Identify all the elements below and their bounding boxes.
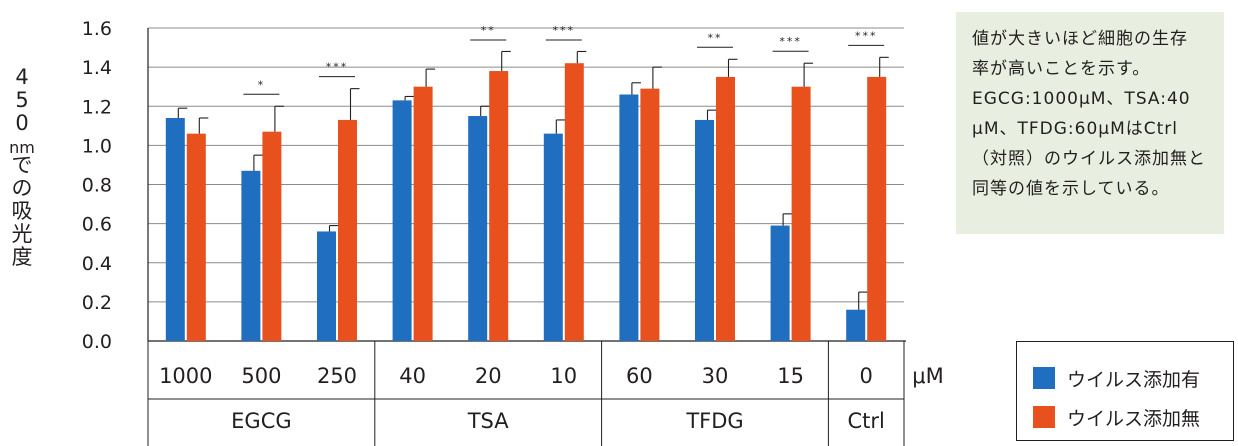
significance-marker: *** bbox=[855, 29, 878, 42]
y-axis-label-char: 吸 bbox=[12, 199, 33, 223]
y-tick-label: 0.2 bbox=[82, 292, 112, 314]
bar-no-virus bbox=[791, 86, 811, 341]
legend-swatch-orange bbox=[1033, 406, 1055, 428]
y-axis-label-char: nm bbox=[9, 138, 35, 157]
note-line: 値が大きいほど細胞の生存 bbox=[972, 29, 1188, 49]
bar-no-virus bbox=[867, 76, 887, 341]
x-tick-label: 20 bbox=[475, 364, 502, 388]
legend-label: ウイルス添加無 bbox=[1067, 407, 1201, 430]
bar-virus-added bbox=[543, 133, 563, 341]
bar-no-virus bbox=[564, 63, 584, 342]
bar-no-virus bbox=[489, 71, 509, 341]
note-line: μM、TFDG:60μMはCtrl bbox=[972, 119, 1179, 139]
note-line: （対照）のウイルス添加無と bbox=[972, 149, 1206, 169]
significance-marker: *** bbox=[553, 24, 576, 37]
y-tick-label: 0.8 bbox=[82, 175, 112, 197]
bar-virus-added bbox=[241, 170, 261, 341]
note-line: 率が高いことを示す。 bbox=[972, 59, 1151, 79]
y-tick-label: 0.0 bbox=[82, 331, 112, 353]
x-tick-label: 40 bbox=[399, 364, 426, 388]
bar-no-virus bbox=[413, 86, 433, 341]
group-label: Ctrl bbox=[848, 409, 885, 433]
bar-no-virus bbox=[338, 119, 357, 341]
y-tick-label: 1.6 bbox=[82, 18, 112, 40]
bar-virus-added bbox=[695, 119, 714, 341]
bar-virus-added bbox=[317, 231, 336, 341]
significance-marker: *** bbox=[779, 35, 802, 48]
bar-no-virus bbox=[186, 133, 206, 341]
note-box: 値が大きいほど細胞の生存 率が高いことを示す。 EGCG:1000μM、TSA:… bbox=[956, 12, 1224, 234]
note-line: EGCG:1000μM、TSA:40 bbox=[972, 89, 1191, 109]
y-axis-label-char: 0 bbox=[15, 111, 28, 135]
x-tick-label: 250 bbox=[317, 364, 357, 388]
unit-label: μM bbox=[912, 364, 943, 388]
y-tick-label: 1.4 bbox=[82, 57, 112, 79]
significance-marker: * bbox=[258, 78, 266, 91]
bar-no-virus bbox=[640, 88, 660, 341]
y-axis-label-char: 5 bbox=[15, 88, 28, 112]
legend-item-no-virus: ウイルス添加無 bbox=[1033, 404, 1200, 430]
y-axis-label-char: 光 bbox=[12, 222, 33, 246]
significance-marker: ** bbox=[708, 31, 723, 44]
group-label: TSA bbox=[467, 409, 510, 433]
bar-virus-added bbox=[165, 117, 185, 341]
bar-virus-added bbox=[770, 225, 790, 341]
group-label: TFDG bbox=[685, 409, 743, 433]
y-axis-label-char: 度 bbox=[12, 245, 33, 269]
legend-label: ウイルス添加有 bbox=[1067, 368, 1201, 391]
legend-item-virus-added: ウイルス添加有 bbox=[1033, 365, 1200, 391]
x-tick-label: 15 bbox=[777, 364, 804, 388]
significance-marker: *** bbox=[326, 61, 349, 74]
x-tick-label: 60 bbox=[626, 364, 653, 388]
x-tick-label: 0 bbox=[860, 364, 873, 388]
x-tick-label: 1000 bbox=[159, 364, 212, 388]
y-axis-label-char: の bbox=[12, 176, 33, 200]
legend-swatch-blue bbox=[1033, 367, 1055, 389]
x-tick-label: 500 bbox=[241, 364, 281, 388]
y-tick-label: 1.0 bbox=[82, 135, 112, 157]
legend: ウイルス添加有 ウイルス添加無 bbox=[1016, 341, 1234, 441]
y-axis-label-char: で bbox=[12, 153, 33, 177]
bar-virus-added bbox=[846, 309, 866, 341]
x-tick-label: 30 bbox=[702, 364, 729, 388]
bar-virus-added bbox=[468, 116, 488, 341]
bar-no-virus bbox=[262, 131, 282, 341]
x-tick-label: 10 bbox=[550, 364, 577, 388]
y-tick-label: 1.2 bbox=[82, 96, 112, 118]
bar-virus-added bbox=[619, 94, 639, 341]
note-line: 同等の値を示している。 bbox=[972, 179, 1170, 199]
y-axis-label-char: 4 bbox=[15, 65, 28, 89]
bar-virus-added bbox=[392, 100, 412, 341]
significance-marker: ** bbox=[481, 24, 496, 37]
y-tick-label: 0.4 bbox=[82, 253, 112, 275]
y-tick-label: 0.6 bbox=[82, 214, 112, 236]
bar-no-virus bbox=[716, 76, 735, 341]
group-label: EGCG bbox=[231, 409, 291, 433]
